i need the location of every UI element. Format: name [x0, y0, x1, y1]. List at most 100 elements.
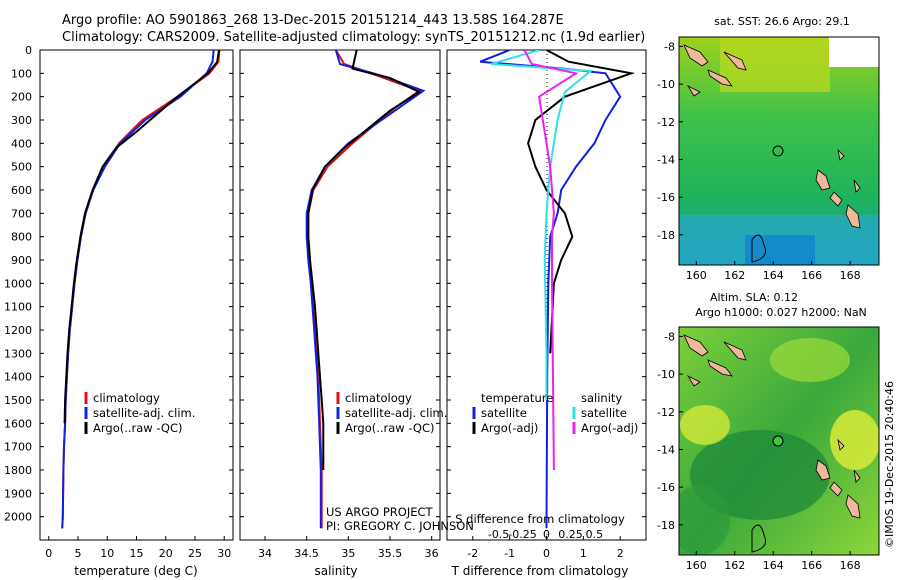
x-tick-label: 20 [159, 547, 173, 560]
argo-float-location [772, 145, 784, 157]
depth-tick-label: 900 [11, 254, 32, 267]
sst-map-frame [678, 36, 880, 266]
depth-tick-label: 0 [25, 44, 32, 57]
legend-label-s-argo: Argo(-adj) [581, 421, 638, 435]
legend-label-climatology: climatology [93, 391, 160, 405]
sla-map-ticks: 160 162 164 166 168 -8 -10 -12 -14 -16 -18 [657, 330, 861, 572]
temperature-panel-frame [39, 49, 234, 541]
title-line-1: Argo profile: AO 5901863_268 13-Dec-2015… [62, 13, 564, 28]
x-tick-label-salinity: 0.5 [586, 528, 604, 541]
sst-map-title: sat. SST: 26.6 Argo: 29.1 [714, 15, 850, 28]
series-line-argo-raw-qc- [63, 50, 220, 424]
depth-tick-label: 1800 [4, 464, 32, 477]
map-x-tick-label: 164 [763, 269, 784, 282]
sla-high-region-3 [770, 338, 850, 382]
legend-label-t-satellite: satellite [481, 406, 527, 420]
x-tick-label-salinity: 0 [543, 528, 550, 541]
x-tick-label-salinity: 0.25 [558, 528, 583, 541]
x-tick-label: 25 [188, 547, 202, 560]
depth-tick-label: 1500 [4, 394, 32, 407]
map-y-tick-label: -14 [657, 443, 675, 456]
series-line-satellite-adj-clim- [305, 50, 426, 529]
sla-map-title-line-1: Altim. SLA: 0.12 [710, 291, 798, 304]
difference-x-ticks: -2 -1 0 1 2 -0.5-0.25 0 0.25 0.5 [467, 528, 623, 560]
depth-tick-label: 400 [11, 137, 32, 150]
series-line-satellite-adj-clim- [61, 50, 215, 529]
salinity-legend: climatology satellite-adj. clim. Argo(..… [336, 391, 447, 435]
depth-tick-label: 1900 [4, 487, 32, 500]
map-x-tick-label: 166 [801, 559, 822, 572]
credit-line-2: PI: GREGORY C. JOHNSON [326, 519, 474, 533]
map-y-tick-label: -16 [657, 481, 675, 494]
t-difference-x-label: T difference from climatology [451, 564, 629, 578]
x-tick-label: 34.5 [294, 547, 319, 560]
temperature-legend: climatology satellite-adj. clim. Argo(..… [84, 391, 195, 435]
sla-low-region-2 [679, 485, 730, 555]
map-y-tick-label: -8 [664, 40, 675, 53]
map-y-tick-label: -12 [657, 116, 675, 129]
x-tick-label: -2 [467, 547, 478, 560]
map-x-tick-label: 160 [686, 559, 707, 572]
legend-title-salinity: salinity [581, 391, 622, 405]
x-tick-label: 0 [45, 547, 52, 560]
s-difference-x-label: S difference from climatology [455, 512, 625, 526]
depth-tick-label: 100 [11, 67, 32, 80]
map-y-tick-label: -18 [657, 229, 675, 242]
x-tick-label: -1 [504, 547, 515, 560]
credit-line-1: US ARGO PROJECT [326, 505, 434, 519]
depth-tick-label: 300 [11, 114, 32, 127]
map-y-tick-label: -10 [657, 78, 675, 91]
map-y-tick-label: -18 [657, 519, 675, 532]
x-tick-label: 30 [217, 547, 231, 560]
sla-high-region [830, 410, 879, 470]
depth-tick-label: 1400 [4, 371, 32, 384]
map-x-tick-label: 162 [724, 269, 745, 282]
series-line-climatology [307, 50, 422, 529]
legend-label-t-argo: Argo(-adj) [481, 421, 538, 435]
temperature-curves [61, 50, 221, 529]
map-x-tick-label: 160 [686, 269, 707, 282]
legend-label-argo: Argo(..raw -QC) [93, 421, 183, 435]
x-tick-label-salinity: -0.25 [508, 528, 536, 541]
x-tick-label-salinity: -0.5 [488, 528, 509, 541]
difference-curves [479, 50, 636, 540]
series-line-t-satellite [479, 50, 622, 529]
depth-tick-label: 2000 [4, 511, 32, 524]
x-tick-label: 1 [580, 547, 587, 560]
vanuatu-islands [815, 438, 861, 519]
solomon-islands [683, 44, 747, 97]
x-tick-label: 15 [130, 547, 144, 560]
seamount-contour [751, 234, 766, 263]
seamount-contour [751, 524, 766, 553]
series-line-s-satellite [490, 50, 594, 400]
series-line-s-argo-adj- [523, 50, 579, 471]
depth-tick-label: 1200 [4, 324, 32, 337]
legend-label-s-satellite: satellite [581, 406, 627, 420]
map-y-tick-label: -16 [657, 191, 675, 204]
depth-tick-label: 700 [11, 207, 32, 220]
depth-tick-label: 800 [11, 231, 32, 244]
sla-low-region [690, 430, 830, 520]
legend-title-temperature: temperature [481, 391, 553, 405]
map-x-tick-label: 168 [840, 559, 861, 572]
sst-nan-patch [829, 37, 879, 67]
x-tick-label: 35 [341, 547, 355, 560]
legend-label-climatology: climatology [345, 391, 412, 405]
x-tick-label: 2 [617, 547, 624, 560]
map-y-tick-label: -14 [657, 153, 675, 166]
title-line-2: Climatology: CARS2009. Satellite-adjuste… [62, 30, 645, 45]
vanuatu-islands [815, 148, 861, 229]
depth-tick-label: 500 [11, 161, 32, 174]
map-x-tick-label: 168 [840, 269, 861, 282]
sla-high-region-2 [680, 405, 730, 445]
depth-tick-label: 1000 [4, 277, 32, 290]
depth-tick-label: 600 [11, 184, 32, 197]
x-tick-label: 35.5 [378, 547, 403, 560]
map-y-tick-label: -8 [664, 330, 675, 343]
map-x-tick-label: 166 [801, 269, 822, 282]
salinity-x-label: salinity [314, 564, 357, 578]
legend-label-satellite: satellite-adj. clim. [345, 406, 447, 420]
series-line-t-argo-adj- [527, 50, 636, 354]
legend-label-argo: Argo(..raw -QC) [345, 421, 435, 435]
